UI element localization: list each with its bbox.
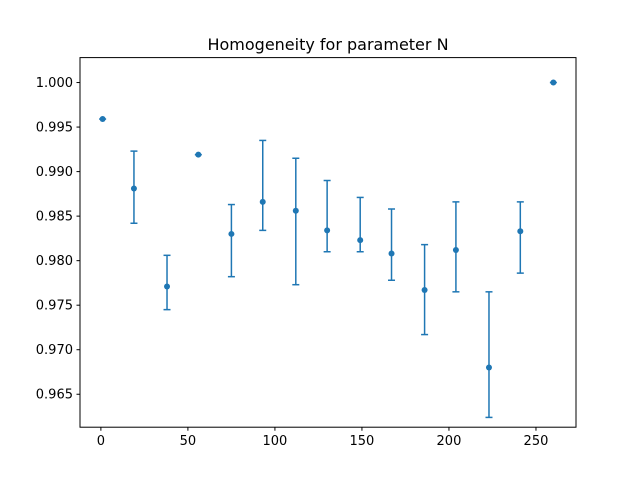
y-tick-label: 1.000 (36, 76, 73, 91)
data-point (164, 283, 171, 290)
data-point (388, 250, 395, 257)
data-point-group (323, 179, 331, 253)
y-axis: 0.965 0.970 0.975 0.980 0.985 0.990 0.995 1.000 (36, 76, 80, 403)
y-tick-label: 0.965 (36, 388, 73, 403)
chart-title: Homogeneity for parameter N (207, 35, 448, 54)
data-point (485, 364, 492, 371)
x-tick-label: 50 (180, 434, 197, 449)
data-point-group (452, 201, 460, 293)
plot-area (99, 79, 557, 419)
data-point-group (388, 208, 396, 282)
data-point-group (227, 203, 235, 278)
x-tick-label: 0 (97, 434, 105, 449)
data-point (324, 227, 331, 234)
data-point (99, 116, 106, 123)
x-tick-label: 200 (437, 434, 462, 449)
y-tick-label: 0.995 (36, 121, 73, 136)
data-point (292, 207, 299, 214)
data-point (195, 151, 202, 158)
data-point (259, 198, 266, 205)
data-point-group (130, 150, 138, 225)
y-tick-label: 0.970 (36, 343, 73, 358)
y-tick-label: 0.975 (36, 299, 73, 314)
data-point-group (194, 151, 202, 158)
x-tick-label: 100 (263, 434, 288, 449)
x-tick-label: 250 (524, 434, 549, 449)
data-point-group (163, 254, 171, 311)
data-point (130, 185, 137, 192)
data-point (550, 79, 557, 86)
data-point-group (292, 157, 300, 286)
x-axis: 0 50 100 150 200 250 (97, 427, 549, 449)
plot-frame (79, 57, 577, 428)
y-tick-label: 0.985 (36, 210, 73, 225)
data-point-group (356, 196, 364, 253)
data-point-group (549, 79, 557, 86)
data-point (357, 237, 364, 244)
data-point (228, 230, 235, 237)
y-tick-label: 0.990 (36, 165, 73, 180)
x-tick-label: 150 (350, 434, 375, 449)
data-point (452, 246, 459, 253)
data-point (421, 287, 428, 294)
y-tick-label: 0.980 (36, 254, 73, 269)
data-point-group (421, 243, 429, 336)
data-point-group (516, 201, 524, 274)
data-point-group (485, 291, 493, 419)
data-point-group (259, 139, 267, 232)
data-point (517, 228, 524, 235)
data-point-group (99, 116, 107, 123)
